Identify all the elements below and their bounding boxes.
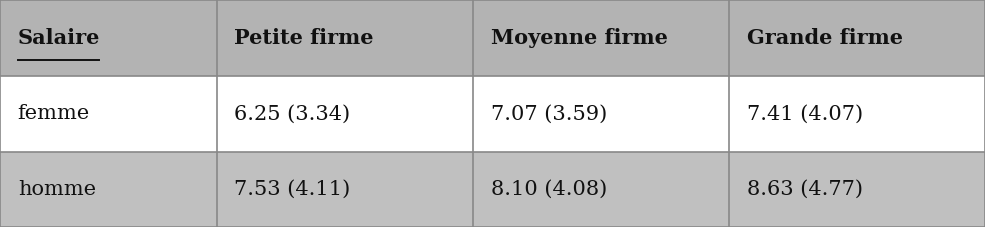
Text: 7.41 (4.07): 7.41 (4.07) (747, 104, 863, 123)
Text: 8.10 (4.08): 8.10 (4.08) (491, 180, 607, 199)
Text: 8.63 (4.77): 8.63 (4.77) (747, 180, 863, 199)
Text: homme: homme (18, 180, 96, 199)
Bar (0, 0, 217, 76)
Bar (217, 76, 473, 152)
Text: Moyenne firme: Moyenne firme (491, 28, 668, 48)
Bar (0, 152, 217, 227)
Bar (0, 76, 217, 152)
Bar (473, 76, 729, 152)
Text: Grande firme: Grande firme (747, 28, 902, 48)
Bar (729, 76, 985, 152)
Bar (217, 152, 473, 227)
Text: Petite firme: Petite firme (234, 28, 374, 48)
Bar (729, 152, 985, 227)
Text: Salaire: Salaire (18, 28, 100, 48)
Text: 7.07 (3.59): 7.07 (3.59) (491, 104, 607, 123)
Text: femme: femme (18, 104, 90, 123)
Bar (473, 152, 729, 227)
Text: 6.25 (3.34): 6.25 (3.34) (234, 104, 351, 123)
Bar (729, 0, 985, 76)
Text: 7.53 (4.11): 7.53 (4.11) (234, 180, 351, 199)
Bar (473, 0, 729, 76)
Bar (217, 0, 473, 76)
